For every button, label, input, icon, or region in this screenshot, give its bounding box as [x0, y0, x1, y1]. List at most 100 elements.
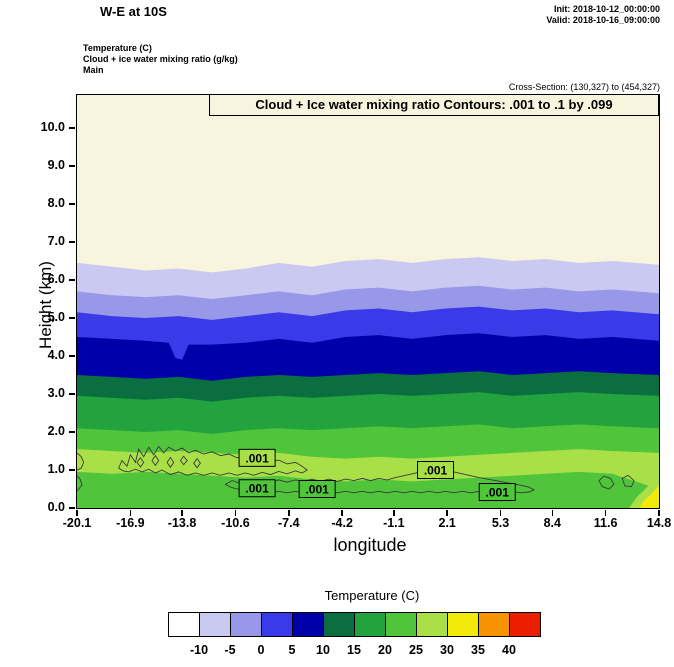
contour-label-box — [238, 448, 276, 467]
y-tick-label: 4.0 — [47, 348, 65, 363]
x-axis-label: longitude — [333, 535, 407, 555]
colorbar-tick-label: 30 — [440, 643, 454, 657]
y-tick-label: 8.0 — [47, 196, 65, 211]
y-tick-mark — [69, 165, 75, 167]
y-tick-mark — [69, 431, 75, 433]
colorbar-tick-label: 25 — [409, 643, 423, 657]
valid-time: Valid: 2018-10-16_09:00:00 — [546, 15, 660, 25]
x-tick-mark — [604, 510, 607, 516]
x-tick-label: 5.3 — [491, 516, 510, 530]
y-tick-mark — [69, 241, 75, 243]
colorbar-tick-label: -10 — [189, 643, 209, 657]
x-tick-mark — [499, 510, 502, 516]
contour-label: .001 — [424, 464, 448, 478]
y-tick-mark — [69, 355, 75, 357]
colorbar-tick-label: 40 — [502, 643, 516, 657]
y-tick-mark — [69, 469, 75, 471]
x-tick-mark — [393, 510, 395, 516]
contour-label: .001 — [245, 482, 269, 496]
colorbar-cell — [323, 612, 355, 637]
cross-section-label: Cross-Section: (130,327) to (454,327) — [508, 82, 660, 92]
colorbar-cell — [199, 612, 231, 637]
colorbar-tick-label: 0 — [257, 643, 265, 657]
contour-label: .001 — [245, 451, 269, 465]
colorbar-title: Temperature (C) — [324, 588, 420, 603]
temperature-patch — [639, 485, 659, 508]
init-time: Init: 2018-10-12_00:00:00 — [553, 4, 660, 14]
x-tick-label: 2.1 — [438, 516, 456, 530]
cross-section-plot: .001 .001 .001 .001 .001 — [77, 95, 659, 508]
x-tick-label: -20.1 — [62, 516, 92, 530]
x-tick-label: -7.4 — [278, 516, 300, 530]
x-tick-mark — [658, 510, 660, 516]
page-title: W-E at 10S — [100, 4, 167, 19]
contour-label-box — [417, 461, 455, 480]
x-tick-mark — [288, 510, 290, 516]
cloud-mixing-ratio-contour — [621, 474, 635, 488]
y-tick-mark — [69, 317, 75, 319]
x-tick-mark — [234, 510, 237, 516]
colorbar-tick-label: 15 — [347, 643, 361, 657]
plot-frame: .001 .001 .001 .001 .001 Cloud + Ice water m… — [76, 94, 660, 509]
x-tick-label: -16.9 — [116, 516, 145, 530]
x-tick-label: -1.1 — [383, 516, 405, 530]
y-tick-label: 6.0 — [47, 272, 65, 287]
colorbar-tick-label: -5 — [224, 643, 236, 657]
x-tick-mark — [341, 510, 343, 516]
cloud-mixing-ratio-contour — [77, 452, 85, 471]
y-tick-label: 0.0 — [47, 500, 65, 514]
field-domain: Main — [83, 65, 104, 75]
colorbar-cell — [416, 612, 448, 637]
y-tick-mark — [69, 127, 75, 129]
x-tick-label: -13.8 — [167, 516, 197, 530]
x-tick-mark — [181, 510, 183, 516]
x-tick-mark — [446, 510, 448, 516]
contour-label: .001 — [486, 486, 510, 500]
y-tick-mark — [69, 279, 75, 281]
colorbar-tick-label: 20 — [378, 643, 392, 657]
y-tick-label: 2.0 — [47, 424, 65, 438]
cloud-mixing-ratio-contour — [193, 457, 201, 469]
cloud-mixing-ratio-contour — [77, 475, 83, 492]
colorbar-cell — [385, 612, 417, 637]
colorbar-cell — [292, 612, 324, 637]
x-tick-mark — [76, 510, 78, 516]
plot-inner-title: Cloud + Ice water mixing ratio Contours:… — [209, 94, 659, 116]
contour-label-box — [238, 479, 276, 498]
contour-label-box — [478, 483, 516, 502]
colorbar-cell — [447, 612, 479, 637]
cloud-mixing-ratio-contour — [151, 454, 160, 467]
cloud-mixing-ratio-contour — [179, 455, 188, 466]
x-tick-label: -4.2 — [331, 516, 353, 530]
x-tick-label: 8.4 — [543, 516, 561, 530]
field-list: Temperature (C) Cloud + ice water mixing… — [83, 43, 238, 76]
cloud-mixing-ratio-contour — [598, 475, 615, 490]
colorbar-cell — [168, 612, 200, 637]
y-tick-mark — [69, 393, 75, 395]
y-tick-label: 1.0 — [47, 462, 65, 476]
y-tick-label: 5.0 — [47, 310, 65, 325]
y-tick-label: 7.0 — [47, 234, 65, 249]
colorbar-cell — [230, 612, 262, 637]
y-axis-label: Height (km) — [36, 261, 55, 349]
colorbar-tick-label: 5 — [288, 643, 296, 657]
contour-label-box — [298, 480, 336, 499]
timestamp-block: Init: 2018-10-12_00:00:00 Valid: 2018-10… — [546, 4, 660, 26]
x-tick-label: 14.8 — [646, 516, 672, 530]
cloud-mixing-ratio-contour — [166, 456, 175, 469]
y-tick-label: 3.0 — [47, 386, 65, 401]
colorbar-cell — [478, 612, 510, 637]
colorbar-tick-label: 35 — [471, 643, 485, 657]
y-tick-mark — [69, 507, 75, 509]
y-tick-label: 9.0 — [47, 158, 65, 173]
colorbar-cell — [509, 612, 541, 637]
field-temperature: Temperature (C) — [83, 43, 152, 53]
colorbar-tick-label: 10 — [316, 643, 330, 657]
y-tick-label: 10.0 — [40, 120, 65, 135]
cloud-mixing-ratio-contour — [118, 445, 308, 476]
x-tick-mark — [129, 510, 132, 516]
x-tick-label: -10.6 — [221, 516, 250, 530]
colorbar-cell — [261, 612, 293, 637]
x-tick-label: 11.6 — [593, 516, 618, 530]
